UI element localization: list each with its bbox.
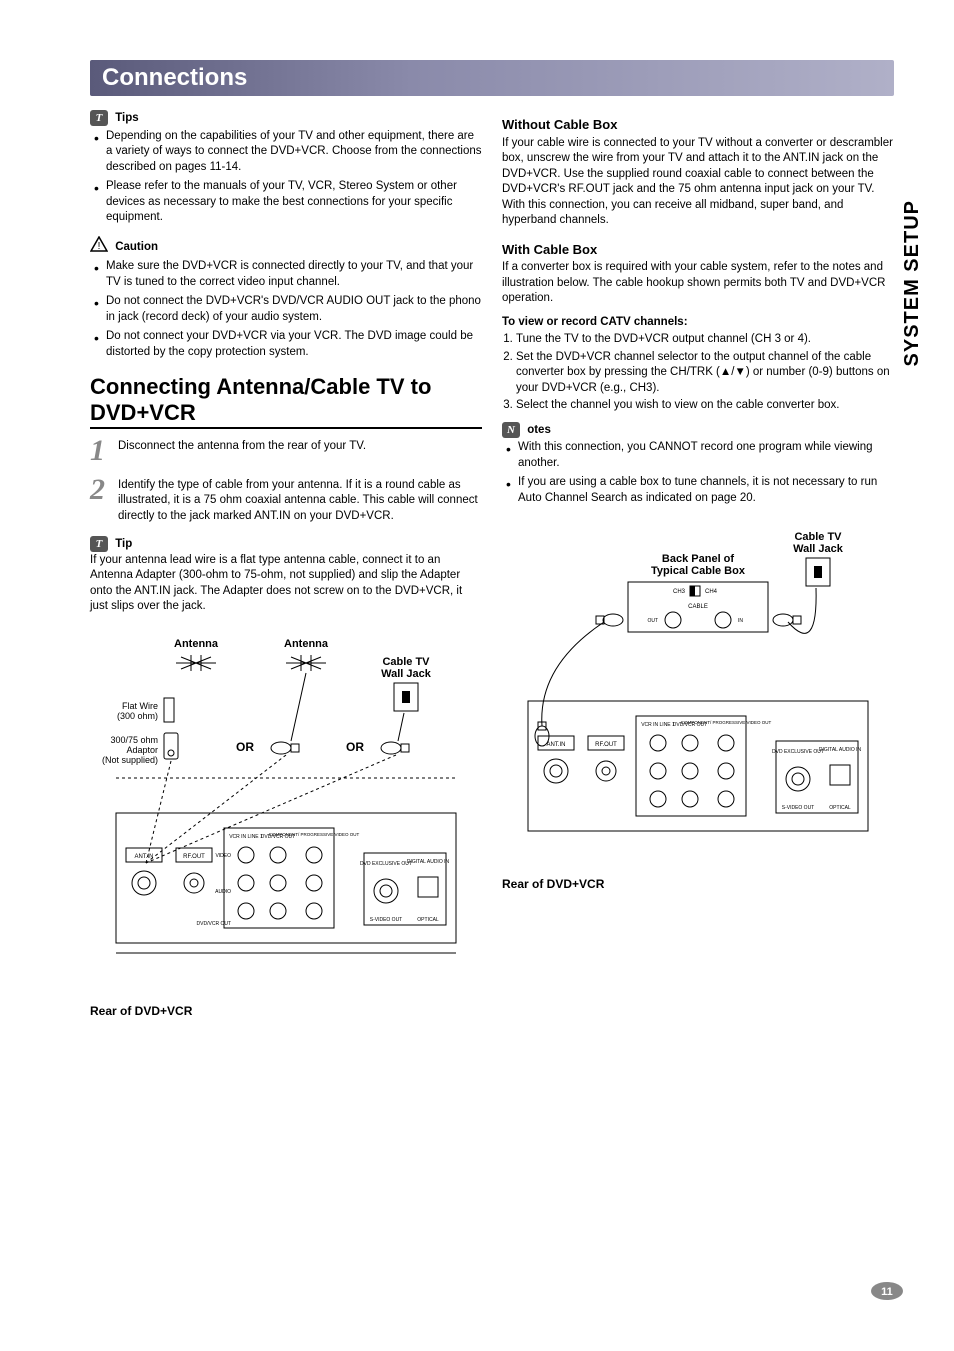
list-item: Set the DVD+VCR channel selector to the …: [516, 350, 894, 397]
svg-text:Cable TVWall Jack: Cable TVWall Jack: [793, 531, 844, 555]
svg-text:Back Panel ofTypical Cable Box: Back Panel ofTypical Cable Box: [651, 553, 746, 577]
or-label: OR: [346, 740, 364, 754]
svg-text:RF.OUT: RF.OUT: [595, 742, 617, 748]
list-item: Depending on the capabilities of your TV…: [90, 129, 482, 176]
antenna-diagram: Antenna Antenna Cable TVWall Jack Flat W…: [90, 633, 482, 993]
page-number: 11: [870, 1281, 904, 1301]
step-text: Disconnect the antenna from the rear of …: [118, 437, 482, 464]
svg-text:CABLE: CABLE: [688, 604, 708, 610]
side-tab: SYSTEM SETUP: [901, 200, 924, 366]
svg-text:VCR IN LINE 1: VCR IN LINE 1: [229, 834, 263, 840]
with-cable-heading: With Cable Box: [502, 241, 894, 259]
list-item: Do not connect the DVD+VCR's DVD/VCR AUD…: [90, 294, 482, 325]
right-column: Without Cable Box If your cable wire is …: [502, 110, 894, 1019]
without-cable-heading: Without Cable Box: [502, 116, 894, 134]
tip-label: Tip: [115, 538, 132, 550]
tip-text: If your antenna lead wire is a flat type…: [90, 553, 482, 615]
svg-text:ANT.IN: ANT.IN: [134, 854, 153, 860]
step-2: 2 Identify the type of cable from your a…: [90, 476, 482, 525]
notes-icon: N: [502, 422, 520, 438]
or-label: OR: [236, 740, 254, 754]
svg-text:COMPONENT/ PROGRESSIVE VIDEO O: COMPONENT/ PROGRESSIVE VIDEO OUT: [269, 832, 360, 837]
tips-icon: T: [90, 110, 108, 126]
body-text: If your cable wire is connected to your …: [502, 136, 894, 229]
svg-text:AUDIO: AUDIO: [215, 889, 231, 895]
antenna-label: Antenna: [174, 638, 219, 650]
svg-text:CH4: CH4: [705, 589, 718, 595]
flat-wire-label: Flat Wire(300 ohm): [117, 701, 158, 721]
caution-heading: ! Caution: [90, 236, 482, 258]
body-text: If a converter box is required with your…: [502, 260, 894, 307]
tips-label: Tips: [115, 112, 138, 124]
tips-list: Depending on the capabilities of your TV…: [90, 129, 482, 226]
list-item: With this connection, you CANNOT record …: [502, 440, 894, 471]
svg-text:ANT.IN: ANT.IN: [546, 742, 565, 748]
connecting-heading: Connecting Antenna/Cable TV to DVD+VCR: [90, 374, 482, 429]
tips-heading: T Tips: [90, 110, 482, 127]
svg-text:OPTICAL: OPTICAL: [829, 805, 851, 811]
caution-list: Make sure the DVD+VCR is connected direc…: [90, 259, 482, 360]
left-column: T Tips Depending on the capabilities of …: [90, 110, 482, 1019]
svg-text:VCR IN LINE 1: VCR IN LINE 1: [641, 722, 675, 728]
notes-heading: N otes: [502, 422, 894, 439]
step-number: 1: [90, 437, 116, 464]
svg-text:VIDEO: VIDEO: [215, 853, 231, 859]
tip-heading: T Tip: [90, 536, 482, 553]
catv-steps: Tune the TV to the DVD+VCR output channe…: [502, 332, 894, 414]
section-header: Connections: [90, 60, 894, 96]
cable-box-diagram: Cable TVWall Jack Back Panel ofTypical C…: [502, 526, 894, 866]
svg-text:DVD EXCLUSIVE OUT: DVD EXCLUSIVE OUT: [772, 749, 824, 755]
list-item: Make sure the DVD+VCR is connected direc…: [90, 259, 482, 290]
step-1: 1 Disconnect the antenna from the rear o…: [90, 437, 482, 464]
svg-text:OUT: OUT: [647, 618, 658, 624]
warning-icon: !: [90, 236, 108, 258]
svg-text:RF.OUT: RF.OUT: [183, 854, 205, 860]
svg-text:11: 11: [881, 1286, 893, 1298]
diagram-caption: Rear of DVD+VCR: [502, 876, 894, 892]
list-item: Do not connect your DVD+VCR via your VCR…: [90, 329, 482, 360]
svg-text:S-VIDEO OUT: S-VIDEO OUT: [370, 917, 403, 923]
svg-text:!: !: [98, 241, 101, 252]
wall-jack-label: Cable TVWall Jack: [381, 656, 432, 680]
svg-text:OPTICAL: OPTICAL: [417, 917, 439, 923]
list-item: Please refer to the manuals of your TV, …: [90, 179, 482, 226]
svg-text:DIGITAL AUDIO IN: DIGITAL AUDIO IN: [819, 747, 862, 753]
notes-list: With this connection, you CANNOT record …: [502, 440, 894, 506]
notes-label: otes: [527, 424, 551, 436]
svg-text:S-VIDEO OUT: S-VIDEO OUT: [782, 805, 815, 811]
svg-text:DVD EXCLUSIVE OUT: DVD EXCLUSIVE OUT: [360, 861, 412, 867]
diagram-caption: Rear of DVD+VCR: [90, 1003, 482, 1019]
step-number: 2: [90, 476, 116, 525]
adaptor-label: 300/75 ohmAdaptor(Not supplied): [102, 735, 158, 765]
step-text: Identify the type of cable from your ant…: [118, 476, 482, 525]
svg-text:COMPONENT/ PROGRESSIVE VIDEO O: COMPONENT/ PROGRESSIVE VIDEO OUT: [681, 720, 772, 725]
tip-icon: T: [90, 536, 108, 552]
antenna-label: Antenna: [284, 638, 329, 650]
caution-label: Caution: [115, 240, 158, 252]
svg-text:CH3: CH3: [673, 589, 686, 595]
svg-text:IN: IN: [738, 618, 743, 624]
list-item: If you are using a cable box to tune cha…: [502, 475, 894, 506]
catv-heading: To view or record CATV channels:: [502, 315, 894, 331]
svg-text:DVD/VCR OUT: DVD/VCR OUT: [197, 921, 231, 927]
svg-text:DIGITAL AUDIO IN: DIGITAL AUDIO IN: [407, 859, 450, 865]
list-item: Select the channel you wish to view on t…: [516, 398, 894, 414]
list-item: Tune the TV to the DVD+VCR output channe…: [516, 332, 894, 348]
